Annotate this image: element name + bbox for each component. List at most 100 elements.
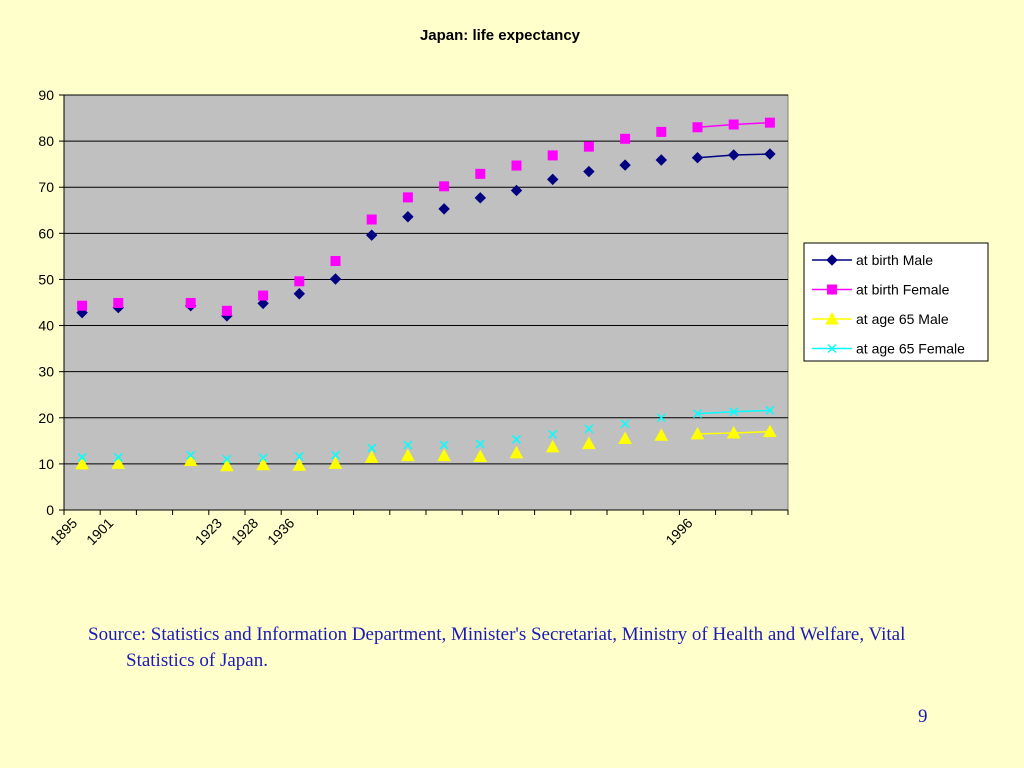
- axes: [59, 94, 789, 515]
- data-point: [654, 428, 669, 441]
- data-point: [763, 424, 777, 438]
- data-point: [548, 429, 558, 439]
- data-point: [293, 288, 306, 300]
- data-point: [258, 453, 268, 463]
- y-tick-label-50: 50: [38, 271, 54, 287]
- data-point: [330, 256, 341, 266]
- data-point: [401, 448, 415, 462]
- x-tick-label-1936: 1936: [264, 515, 297, 548]
- x-tick-label-1923: 1923: [192, 515, 225, 548]
- y-tick-label-20: 20: [38, 410, 54, 426]
- data-point: [437, 448, 451, 462]
- legend-item-3: at age 65 Female: [812, 341, 965, 357]
- data-point: [511, 434, 522, 444]
- legend-marker: [827, 284, 837, 295]
- series-2: [75, 424, 777, 472]
- data-point: [473, 449, 488, 463]
- data-point: [258, 290, 269, 301]
- x-tick-label-1901: 1901: [83, 515, 116, 548]
- data-point: [511, 160, 522, 171]
- data-point: [692, 409, 703, 419]
- data-point: [692, 122, 703, 133]
- y-tick-label-90: 90: [38, 87, 54, 103]
- data-point: [403, 440, 413, 450]
- gridlines: [64, 94, 788, 465]
- data-point: [439, 440, 449, 450]
- data-series: [75, 117, 777, 472]
- data-point: [691, 152, 704, 164]
- legend-label: at age 65 Male: [856, 311, 949, 327]
- y-tick-label-40: 40: [38, 318, 54, 334]
- series-3: [77, 405, 775, 464]
- data-point: [402, 192, 413, 203]
- data-point: [764, 117, 775, 128]
- data-point: [75, 456, 89, 470]
- data-point: [366, 214, 377, 225]
- data-point: [222, 454, 232, 464]
- data-point: [185, 297, 196, 308]
- legend: at birth Male at birth Female at age 65 Ma…: [803, 242, 989, 362]
- data-point: [257, 297, 269, 310]
- data-point: [475, 168, 486, 179]
- data-point: [545, 439, 560, 453]
- data-point: [77, 300, 88, 311]
- data-point: [656, 413, 666, 423]
- data-point: [728, 119, 739, 130]
- page-number: 9: [918, 706, 928, 727]
- data-point: [113, 297, 124, 308]
- legend-marker: [826, 254, 838, 266]
- data-point: [113, 452, 123, 462]
- data-point: [328, 456, 343, 469]
- legend-label: at birth Male: [856, 252, 933, 268]
- data-point: [546, 173, 559, 186]
- y-tick-label-30: 30: [38, 364, 54, 380]
- y-tick-label-70: 70: [38, 179, 54, 195]
- data-point: [765, 405, 775, 415]
- life-expectancy-chart: Japan: life expectancy 0 10 20 30 40 50 60 70 80…: [38, 27, 989, 548]
- data-point: [583, 165, 595, 178]
- x-tick-label-1895: 1895: [47, 515, 80, 548]
- data-point: [438, 203, 450, 215]
- x-tick-label-1928: 1928: [228, 515, 261, 548]
- data-point: [729, 407, 739, 417]
- data-point: [76, 306, 88, 319]
- y-tick-label-10: 10: [38, 456, 54, 472]
- data-point: [655, 154, 668, 166]
- data-point: [619, 159, 631, 171]
- data-point: [583, 141, 594, 152]
- data-point: [439, 181, 450, 192]
- plot-area: [63, 94, 789, 511]
- data-point: [294, 451, 304, 462]
- legend-label: at age 65 Female: [856, 341, 965, 357]
- source-citation: Source: Statistics and Information Depar…: [88, 624, 906, 671]
- legend-item-2: at age 65 Male: [812, 311, 949, 327]
- data-point: [402, 211, 414, 223]
- series-1: [77, 117, 775, 316]
- legend-marker: [827, 343, 837, 354]
- data-point: [690, 426, 705, 440]
- data-point: [292, 458, 307, 471]
- legend-marker: [825, 311, 839, 325]
- legend-label: at birth Female: [856, 282, 950, 298]
- data-point: [764, 148, 776, 160]
- data-point: [474, 192, 487, 204]
- x-tick-label-1996: 1996: [662, 515, 695, 548]
- data-point: [656, 126, 667, 137]
- data-point: [220, 458, 234, 472]
- x-axis-tick-labels: 1895 1901 1923 1928 1936 1996: [47, 515, 696, 548]
- data-point: [547, 150, 558, 161]
- data-point: [77, 452, 87, 462]
- data-point: [111, 456, 126, 469]
- data-point: [727, 149, 740, 161]
- chart-title: Japan: life expectancy: [420, 27, 581, 44]
- data-point: [186, 450, 196, 460]
- y-axis-tick-labels: 0 10 20 30 40 50 60 70 80 90: [38, 87, 54, 518]
- data-point: [726, 425, 741, 439]
- data-point: [618, 431, 632, 445]
- data-point: [584, 424, 594, 434]
- data-point: [365, 229, 378, 241]
- data-point: [329, 273, 342, 285]
- data-point: [183, 453, 198, 467]
- legend-item-1: at birth Female: [812, 282, 950, 298]
- data-point: [582, 436, 596, 450]
